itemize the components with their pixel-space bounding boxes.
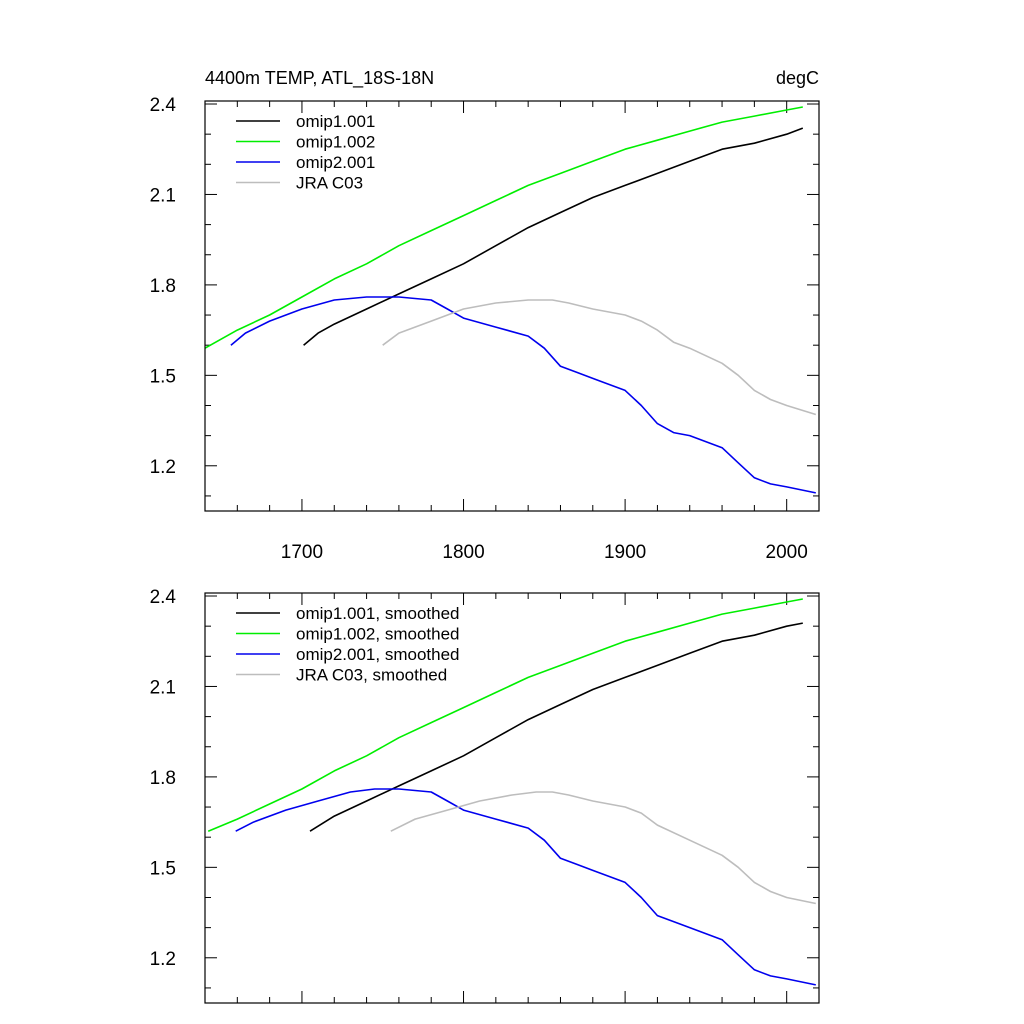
y-tick-label: 1.5 — [150, 366, 176, 387]
series-group — [205, 106, 817, 494]
y-tick-label: 2.1 — [150, 185, 176, 206]
x-tick-label: 1800 — [442, 542, 484, 563]
series-line-jra-c03 — [382, 299, 817, 416]
plot-frame — [204, 592, 820, 1004]
y-tick-label: 1.8 — [150, 768, 176, 789]
y-tick-label: 2.4 — [150, 587, 177, 608]
x-tick-label: 1700 — [281, 542, 323, 563]
top-panel: 4400m TEMP, ATL_18S-18N degC 1.2 1.5 1.8 2.1 2… — [150, 68, 820, 563]
units-label: degC — [776, 68, 819, 88]
y-tick-label: 2.4 — [150, 95, 177, 116]
legend-label: omip2.001 — [296, 153, 375, 172]
legend-label: omip1.001, smoothed — [296, 604, 460, 623]
series-line-omip2-001 — [230, 296, 816, 494]
plot-frame — [204, 100, 820, 512]
bottom-panel: 1.2 1.5 1.8 2.1 2.4 omip1.001, smoothed omip1.… — [150, 587, 820, 1004]
x-tick-label: 2000 — [766, 542, 808, 563]
y-tick-label: 1.5 — [150, 858, 176, 879]
chart-title: 4400m TEMP, ATL_18S-18N — [205, 68, 434, 89]
legend-label: omip2.001, smoothed — [296, 645, 460, 664]
series-group — [207, 598, 816, 986]
series-line-jra-c03-smoothed — [390, 791, 816, 905]
legend-label: omip1.002, smoothed — [296, 625, 460, 644]
y-tick-label: 1.8 — [150, 276, 176, 297]
series-line-omip1-001-smoothed — [309, 622, 803, 832]
y-tick-label: 2.1 — [150, 677, 176, 698]
y-tick-label: 1.2 — [150, 457, 176, 478]
series-line-omip1-002-smoothed — [207, 598, 803, 832]
legend-label: JRA C03, smoothed — [296, 666, 447, 685]
legend-label: JRA C03 — [296, 174, 363, 193]
series-line-omip2-001-smoothed — [235, 788, 816, 986]
x-tick-label: 1900 — [604, 542, 646, 563]
legend-label: omip1.002 — [296, 133, 375, 152]
series-line-omip1-002 — [205, 106, 803, 349]
legend-label: omip1.001 — [296, 112, 375, 131]
y-tick-label: 1.2 — [150, 949, 176, 970]
series-line-omip1-001 — [303, 127, 804, 346]
